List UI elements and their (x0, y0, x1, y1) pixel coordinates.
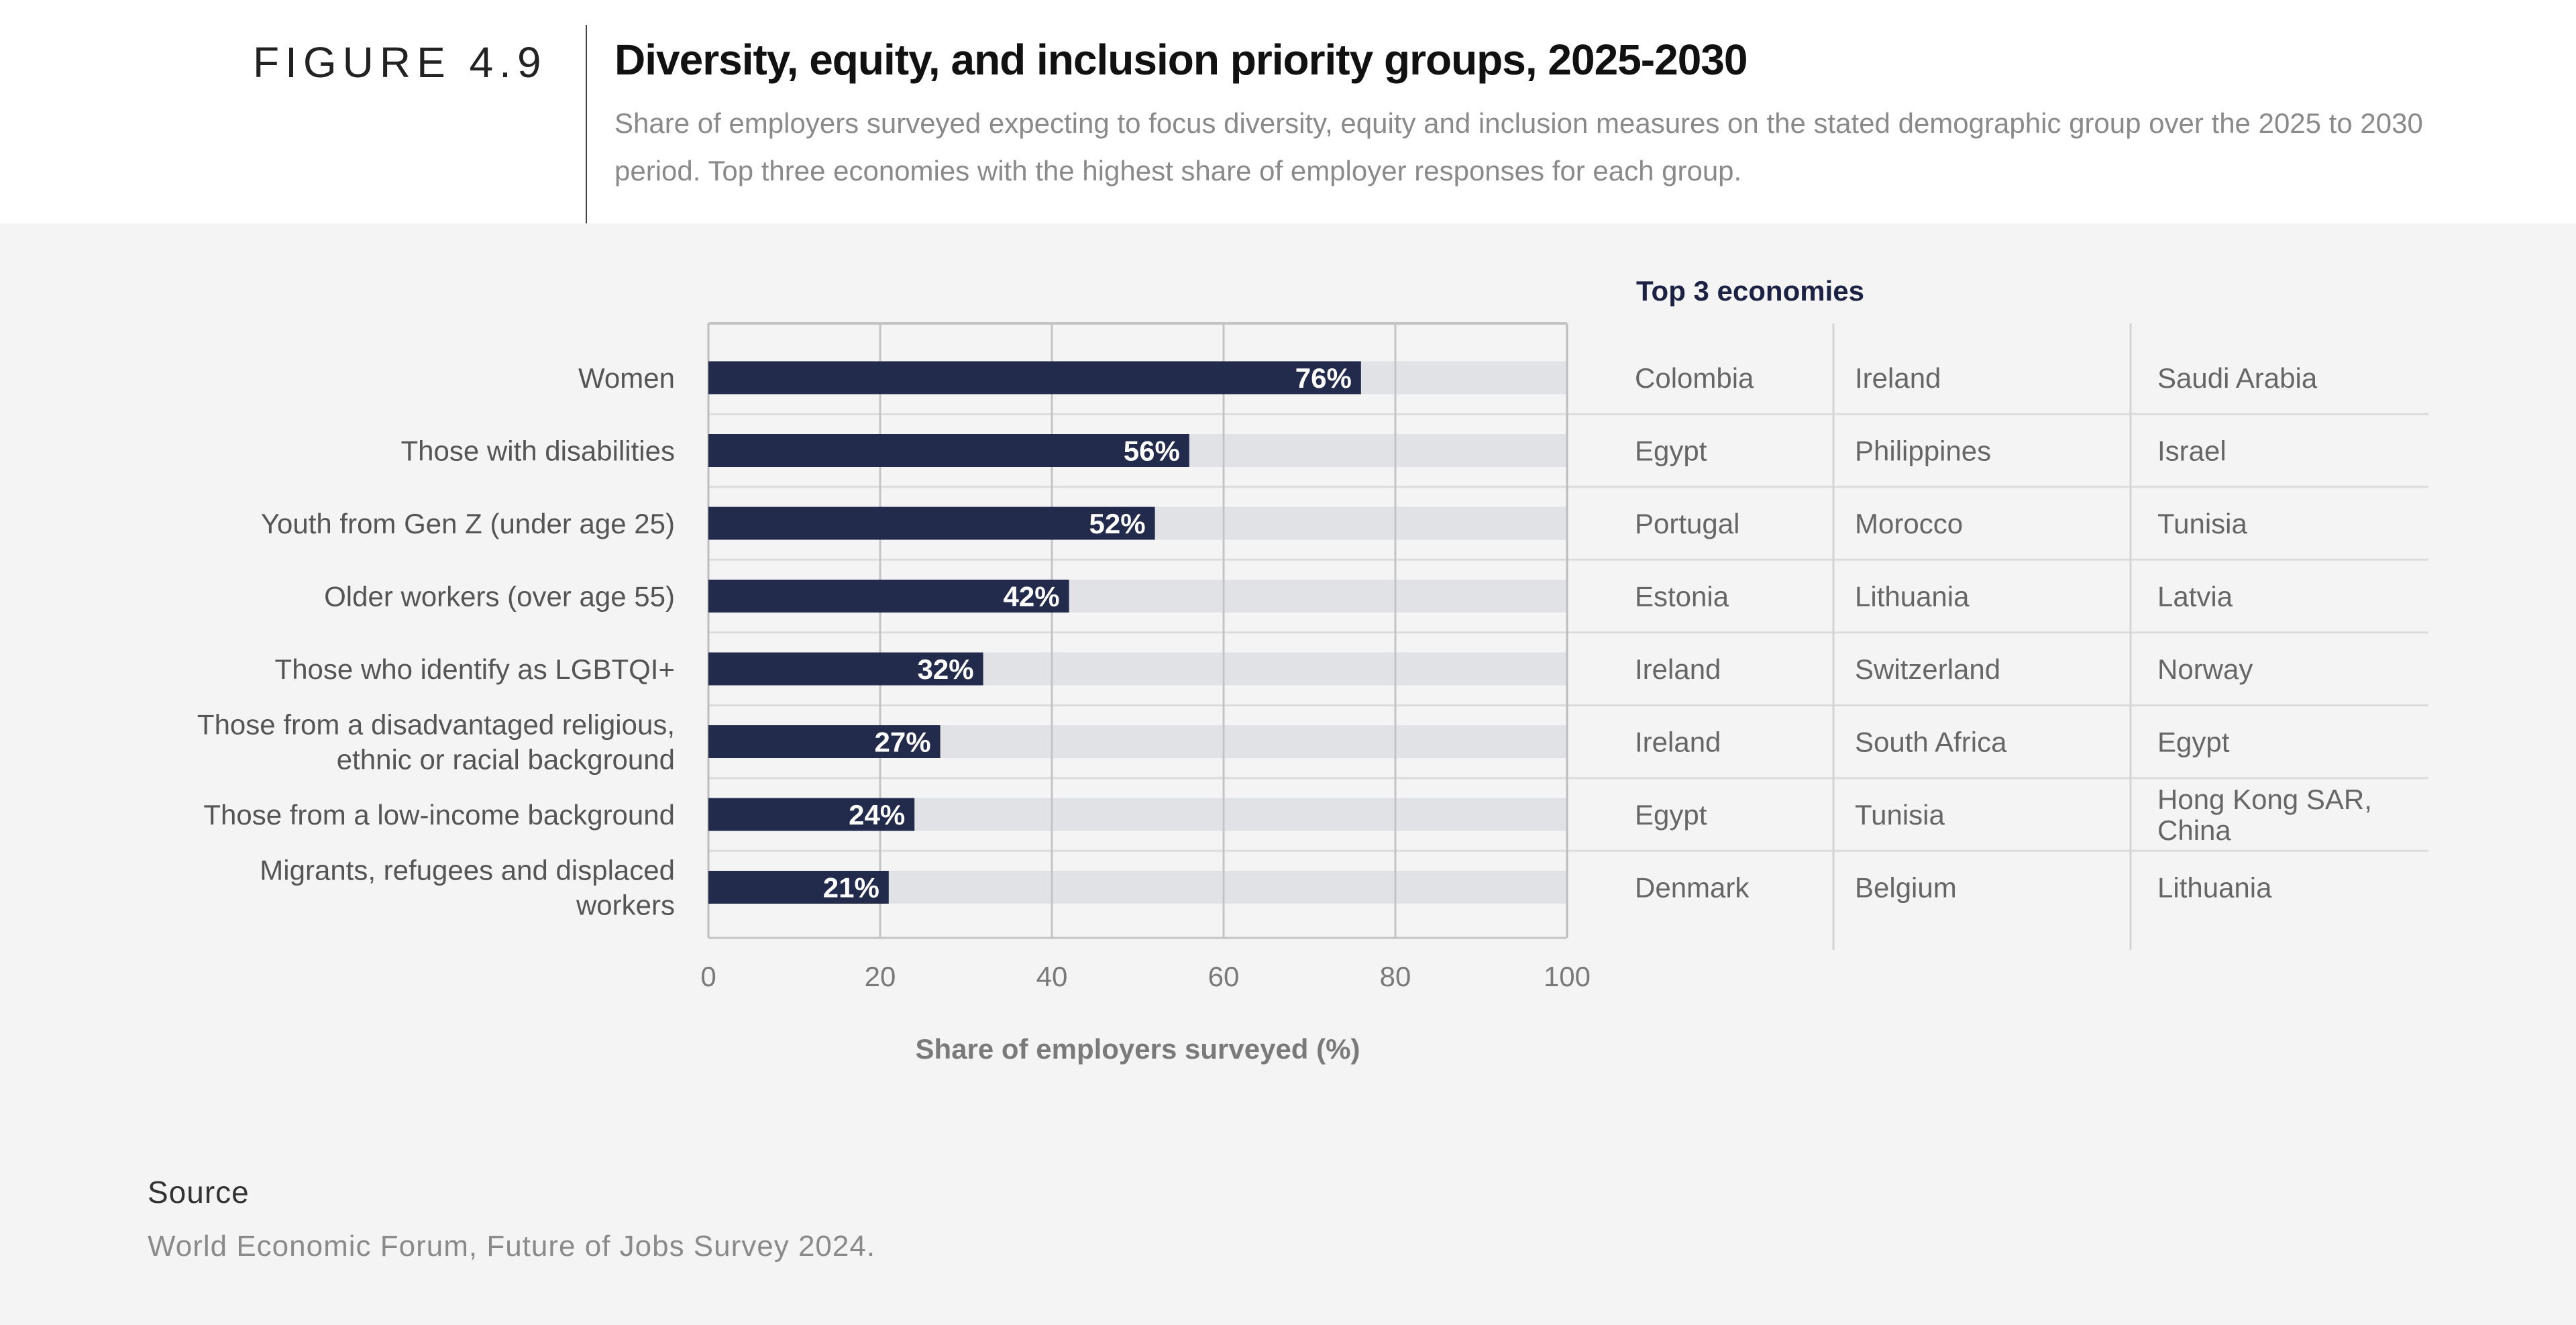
economy-cell: Estonia (1635, 581, 1729, 613)
economy-cell: Colombia (1635, 362, 1754, 394)
figure-header: FIGURE 4.9 Diversity, equity, and inclus… (0, 0, 2576, 223)
bar-data-label: 21% (823, 872, 879, 904)
economy-cell: Switzerland (1855, 653, 2000, 685)
economy-cell: China (2157, 814, 2231, 846)
category-label: Those from a low-income background (203, 799, 675, 831)
category-label: Those from a disadvantaged religious, (197, 709, 675, 741)
chart-subtitle: Share of employers surveyed expecting to… (614, 107, 2423, 187)
economy-cell: Morocco (1855, 508, 1963, 539)
category-label: Women (578, 362, 675, 394)
economy-cell: Hong Kong SAR, (2157, 784, 2372, 815)
category-label: workers (576, 890, 675, 921)
economy-cell: Egypt (1635, 435, 1707, 467)
economy-cell: Tunisia (1855, 799, 1945, 831)
chart-title: Diversity, equity, and inclusion priorit… (614, 36, 1748, 84)
economy-cell: Ireland (1635, 727, 1721, 758)
category-label: ethnic or racial background (337, 744, 675, 776)
bar-data-label: 27% (875, 727, 931, 758)
bar-data-label: 32% (918, 653, 974, 685)
economy-cell: Norway (2157, 653, 2253, 685)
bar (708, 361, 1361, 394)
bar-data-label: 52% (1089, 508, 1146, 539)
x-tick-label: 60 (1208, 961, 1240, 992)
economy-cell: Philippines (1855, 435, 1991, 467)
category-label: Those with disabilities (400, 435, 675, 467)
bar (708, 580, 1069, 613)
top-economies-table: Colombia Ireland Saudi Arabia Egypt Philippi… (1635, 323, 2372, 950)
x-tick-label: 20 (865, 961, 896, 992)
category-label: Older workers (over age 55) (324, 581, 675, 613)
economy-cell: Latvia (2157, 581, 2233, 613)
category-label: Those who identify as LGBTQI+ (275, 653, 675, 685)
figure-label: FIGURE 4.9 (253, 38, 547, 87)
bar (708, 725, 941, 758)
source-heading: Source (148, 1175, 250, 1210)
category-labels: Women Those with disabilities Youth from G… (197, 362, 675, 921)
table-heading: Top 3 economies (1636, 275, 1864, 307)
bar (708, 434, 1189, 467)
economy-cell: Tunisia (2157, 508, 2247, 539)
bar-data-label: 24% (849, 799, 905, 831)
economy-cell: Ireland (1855, 362, 1941, 394)
economy-cell: South Africa (1855, 727, 2007, 758)
economy-cell: Lithuania (2157, 872, 2272, 904)
economy-cell: Ireland (1635, 653, 1721, 685)
source-text: World Economic Forum, Future of Jobs Sur… (148, 1230, 876, 1263)
x-ticks: 0 20 40 60 80 100 (700, 961, 1591, 992)
economy-cell: Egypt (2157, 727, 2230, 758)
x-tick-label: 0 (700, 961, 716, 992)
bar (708, 871, 889, 904)
x-tick-label: 80 (1380, 961, 1411, 992)
bar-data-label: 56% (1124, 435, 1180, 467)
economy-cell: Lithuania (1855, 581, 1970, 613)
header-divider (586, 25, 587, 223)
economy-cell: Denmark (1635, 872, 1750, 904)
bar (708, 507, 1155, 540)
bar (708, 652, 983, 686)
category-label: Migrants, refugees and displaced (260, 855, 675, 886)
bar-data-label: 42% (1004, 581, 1060, 613)
economy-cell: Belgium (1855, 872, 1957, 904)
bar-data-label: 76% (1295, 362, 1352, 394)
bars: 76% 56% 52% 42% 32% 27% 24% 21% (708, 361, 1361, 904)
economy-cell: Saudi Arabia (2157, 362, 2318, 394)
economy-cell: Israel (2157, 435, 2226, 467)
category-label: Youth from Gen Z (under age 25) (261, 508, 675, 539)
economy-cell: Portugal (1635, 508, 1739, 539)
x-axis-title: Share of employers surveyed (%) (916, 1033, 1360, 1065)
bar (708, 798, 915, 831)
x-tick-label: 40 (1036, 961, 1068, 992)
x-tick-label: 100 (1544, 961, 1591, 992)
economy-cell: Egypt (1635, 799, 1707, 831)
